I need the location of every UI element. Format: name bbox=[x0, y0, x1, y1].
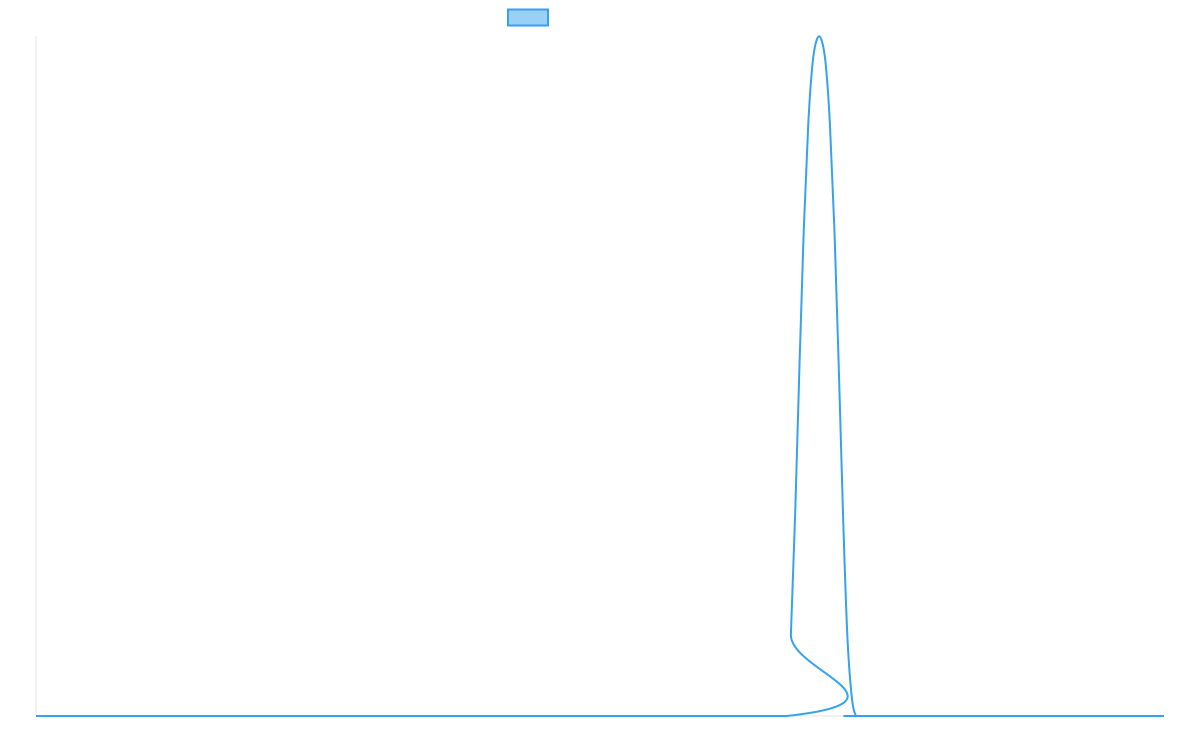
legend-swatch[interactable] bbox=[507, 8, 549, 27]
series-line-0 bbox=[36, 35, 1164, 718]
